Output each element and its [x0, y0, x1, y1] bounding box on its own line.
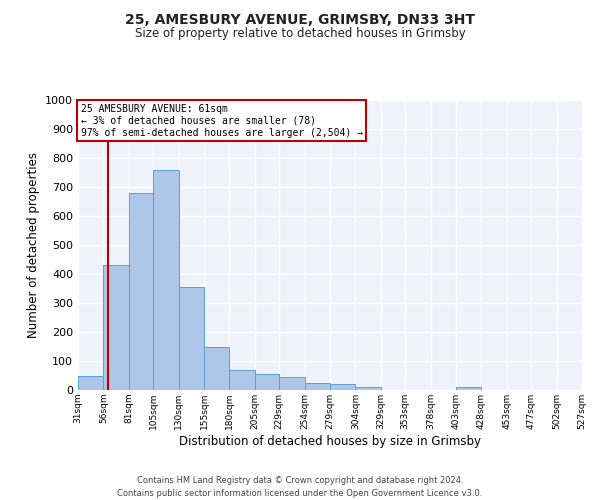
Bar — [279, 377, 305, 390]
Text: Contains HM Land Registry data © Crown copyright and database right 2024.
Contai: Contains HM Land Registry data © Crown c… — [118, 476, 482, 498]
Bar — [330, 384, 355, 390]
Bar — [78, 376, 103, 390]
Text: 25, AMESBURY AVENUE, GRIMSBY, DN33 3HT: 25, AMESBURY AVENUE, GRIMSBY, DN33 3HT — [125, 12, 475, 26]
Bar — [153, 170, 179, 390]
Bar — [204, 346, 229, 390]
Text: 25 AMESBURY AVENUE: 61sqm
← 3% of detached houses are smaller (78)
97% of semi-d: 25 AMESBURY AVENUE: 61sqm ← 3% of detach… — [80, 104, 362, 138]
Bar — [456, 387, 481, 390]
X-axis label: Distribution of detached houses by size in Grimsby: Distribution of detached houses by size … — [179, 434, 481, 448]
Bar — [255, 374, 279, 390]
Bar — [129, 193, 153, 390]
Bar — [229, 370, 255, 390]
Bar — [305, 383, 330, 390]
Bar — [355, 387, 381, 390]
Bar — [103, 266, 129, 390]
Y-axis label: Number of detached properties: Number of detached properties — [26, 152, 40, 338]
Text: Size of property relative to detached houses in Grimsby: Size of property relative to detached ho… — [134, 28, 466, 40]
Bar — [179, 287, 204, 390]
